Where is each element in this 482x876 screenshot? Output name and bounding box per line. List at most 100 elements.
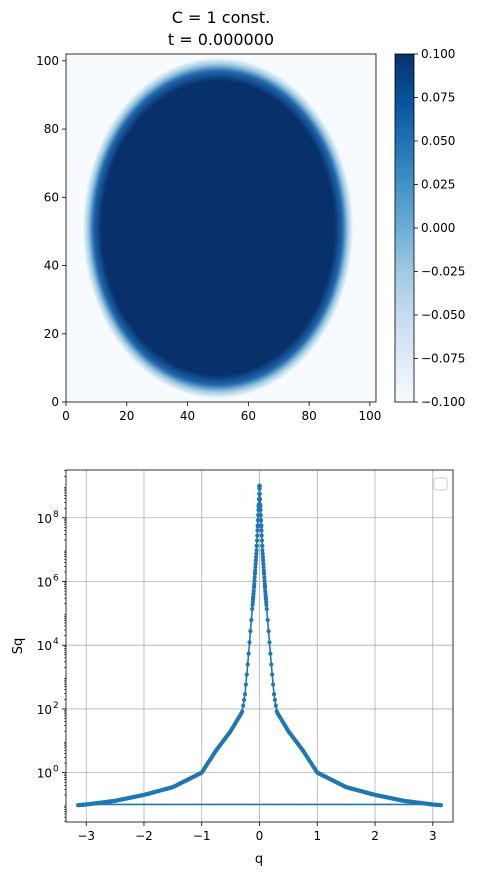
sq-point [252,578,257,583]
sq-y-axis-label: Sq [11,638,26,655]
sq-point [257,497,263,502]
sq-y-tick-exponent: 0 [53,765,59,775]
sq-point [242,692,248,697]
sq-point [267,640,272,645]
sq-point [253,561,258,566]
heatmap-y-tick-label: 20 [44,327,59,341]
sq-point [251,588,256,593]
sq-point [255,533,260,538]
sq-point [253,554,259,560]
heatmap-x-tick-label: 20 [119,409,134,423]
sq-point [250,606,255,612]
sq-peak-point [257,483,262,489]
sq-x-tick-label: 2 [371,829,379,843]
sq-x-axis-label: q [255,852,263,867]
sq-x-tick-label: 0 [256,829,264,843]
sq-point [249,617,254,623]
sq-point [272,697,278,703]
sq-point [251,585,257,590]
sq-point [245,662,250,667]
sq-y-tick-exponent: 4 [53,637,59,647]
sq-y-tick-label: 10 [37,512,52,526]
sq-point [262,585,268,590]
heatmap-x-tick-label: 0 [62,409,70,423]
sq-point [260,548,265,553]
sq-y-tick-exponent: 6 [53,573,59,583]
sq-point [257,491,262,497]
sq-point [258,507,263,513]
sq-point [244,672,249,677]
sq-point [254,548,259,553]
sq-grid [66,470,453,822]
sq-series [75,483,444,808]
sq-point [260,554,266,560]
colorbar-tick-label: 0.025 [421,178,455,192]
sq-point [264,606,269,612]
sq-point [241,697,247,703]
sq-y-tick-exponent: 8 [53,510,59,520]
sq-point [252,575,257,580]
sq-point [262,575,267,580]
sq-x-tick-label: −1 [193,829,211,843]
sq-point [262,578,267,583]
colorbar-tick-label: 0.050 [421,134,455,148]
sq-point [259,538,265,543]
sq-point [252,581,257,587]
heatmap-circle [82,57,354,399]
sq-point [271,692,277,697]
sq-point [258,513,263,518]
sq-x-tick-label: 1 [313,829,321,843]
sq-point [259,528,264,533]
sq-point [273,703,278,708]
colorbar-tick-label: −0.075 [421,352,465,366]
heatmap-x-ticks: 0 20 40 60 80 100 [62,402,381,423]
heatmap-x-tick-label: 100 [358,409,381,423]
sq-point [253,565,258,570]
sq-point [253,558,258,563]
heatmap-y-tick-label: 100 [36,54,59,68]
sq-x-tick-label: 3 [429,829,437,843]
sq-y-tick-label: 10 [37,703,52,717]
sq-y-tick-exponent: 2 [53,701,59,711]
sq-y-tick-label: 10 [37,575,52,589]
heatmap-title-line1: C = 1 const. [172,8,270,27]
sq-point [438,803,444,808]
sq-point [246,651,251,656]
sq-point [266,629,271,634]
sq-point [248,629,253,634]
sq-point [262,581,267,587]
sq-point [247,640,252,645]
sq-point [253,568,258,573]
colorbar [394,53,415,403]
sq-x-tick-label: −3 [77,829,95,843]
sq-point [255,528,260,533]
sq-point [260,551,265,556]
sq-point [261,558,266,563]
heatmap-y-tick-label: 0 [51,395,59,409]
colorbar-ticks: 0.100 0.075 0.050 0.025 0.000 −0.025 −0.050 −0.… [414,47,465,409]
colorbar-tick-label: −0.100 [421,395,465,409]
heatmap-y-ticks: 0 20 40 60 80 100 [36,54,66,409]
sq-point [258,518,264,523]
sq-point [261,561,266,566]
heatmap-plot: C = 1 const. t = 0.000000 0 20 40 60 80 100 0… [36,8,465,423]
sq-point [255,523,260,528]
sq-point [252,571,258,577]
colorbar-tick-label: 0.100 [421,47,455,61]
sq-point [258,502,263,507]
sq-point [269,662,274,667]
sq-point [261,565,266,570]
sq-point [243,682,248,687]
colorbar-tick-label: 0.075 [421,91,455,105]
sq-point [259,533,264,538]
heatmap-x-tick-label: 60 [241,409,256,423]
sq-point [260,543,265,548]
heatmap-y-tick-label: 80 [44,122,59,136]
sq-x-ticks: −3 −2 −1 0 1 2 3 [77,822,437,843]
sq-point [261,571,267,577]
sq-point [261,568,266,573]
sq-point [265,617,270,623]
